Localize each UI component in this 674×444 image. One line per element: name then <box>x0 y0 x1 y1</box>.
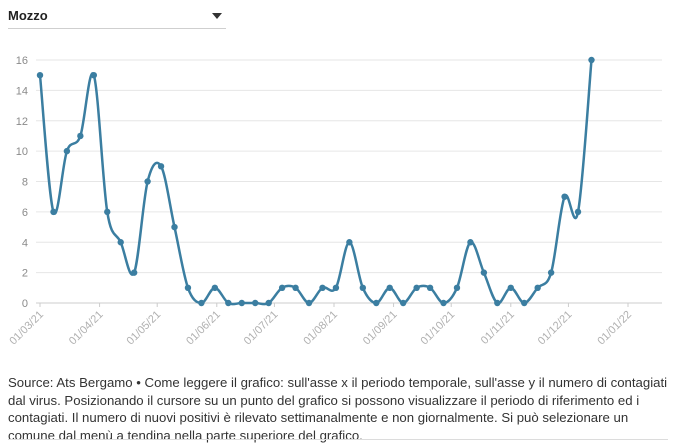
x-tick-label: 01/05/21 <box>125 309 164 348</box>
data-point[interactable] <box>144 178 151 185</box>
data-point[interactable] <box>332 284 340 292</box>
data-point[interactable] <box>346 239 353 246</box>
data-point[interactable] <box>494 299 501 307</box>
y-tick-label: 0 <box>22 298 28 310</box>
data-point[interactable] <box>426 284 434 292</box>
data-point[interactable] <box>278 284 286 292</box>
data-point[interactable] <box>184 284 192 292</box>
data-point[interactable] <box>440 299 447 307</box>
data-point[interactable] <box>238 299 245 307</box>
data-point[interactable] <box>480 269 488 276</box>
x-tick-label: 01/03/21 <box>7 309 46 348</box>
data-point[interactable] <box>198 299 205 307</box>
data-point[interactable] <box>265 299 272 307</box>
y-tick-label: 8 <box>22 177 28 189</box>
series-line <box>38 58 593 306</box>
municipality-dropdown[interactable]: Mozzo <box>8 6 226 29</box>
x-tick-label: 01/06/21 <box>184 309 223 348</box>
data-point[interactable] <box>63 147 71 155</box>
data-point[interactable] <box>534 284 541 292</box>
data-point[interactable] <box>225 299 232 307</box>
data-point[interactable] <box>171 223 178 231</box>
data-point[interactable] <box>399 299 407 307</box>
data-point[interactable] <box>292 284 299 292</box>
data-point[interactable] <box>211 284 219 292</box>
data-point[interactable] <box>252 299 259 307</box>
y-tick-label: 10 <box>16 146 28 158</box>
y-tick-label: 12 <box>16 116 28 128</box>
data-point[interactable] <box>319 284 326 292</box>
y-tick-label: 4 <box>22 237 28 249</box>
data-point[interactable] <box>386 284 393 292</box>
footer-divider <box>8 439 668 440</box>
data-point[interactable] <box>117 239 124 246</box>
data-point[interactable] <box>77 132 84 140</box>
y-tick-label: 16 <box>16 55 28 67</box>
data-point[interactable] <box>157 163 165 170</box>
data-point[interactable] <box>547 269 555 276</box>
x-tick-label: 01/04/21 <box>67 309 106 348</box>
y-tick-label: 14 <box>16 85 28 97</box>
data-point[interactable] <box>36 71 44 79</box>
y-tick-label: 2 <box>22 268 28 280</box>
x-tick-label: 01/01/22 <box>595 309 634 348</box>
data-point[interactable] <box>467 239 474 246</box>
data-point[interactable] <box>130 269 138 276</box>
data-point[interactable] <box>453 284 461 292</box>
data-point[interactable] <box>413 284 420 292</box>
x-tick-label: 01/10/21 <box>419 309 458 348</box>
x-tick-label: 01/12/21 <box>536 309 575 348</box>
data-point[interactable] <box>521 299 528 307</box>
x-tick-label: 01/07/21 <box>242 309 281 348</box>
line-chart: 0 2 4 6 8 10 12 14 16 01/03/21 01/04/21 01/05/21 01/… <box>7 55 662 348</box>
data-point[interactable] <box>305 299 313 307</box>
y-tick-label: 6 <box>22 207 28 219</box>
chevron-down-icon[interactable] <box>212 13 222 19</box>
chart-footer-note: Source: Ats Bergamo • Come leggere il gr… <box>8 375 668 443</box>
data-point[interactable] <box>104 208 111 216</box>
data-point[interactable] <box>50 208 57 216</box>
data-point[interactable] <box>588 56 595 64</box>
data-point[interactable] <box>359 284 367 292</box>
x-tick-label: 01/11/21 <box>479 309 517 347</box>
data-point[interactable] <box>574 208 582 216</box>
data-point[interactable] <box>507 284 514 292</box>
x-tick-label: 01/08/21 <box>301 309 340 348</box>
x-tick-label: 01/09/21 <box>361 309 400 348</box>
data-point[interactable] <box>90 71 98 79</box>
dropdown-selected-value: Mozzo <box>8 8 48 23</box>
data-point[interactable] <box>561 193 568 200</box>
data-point[interactable] <box>373 299 380 307</box>
